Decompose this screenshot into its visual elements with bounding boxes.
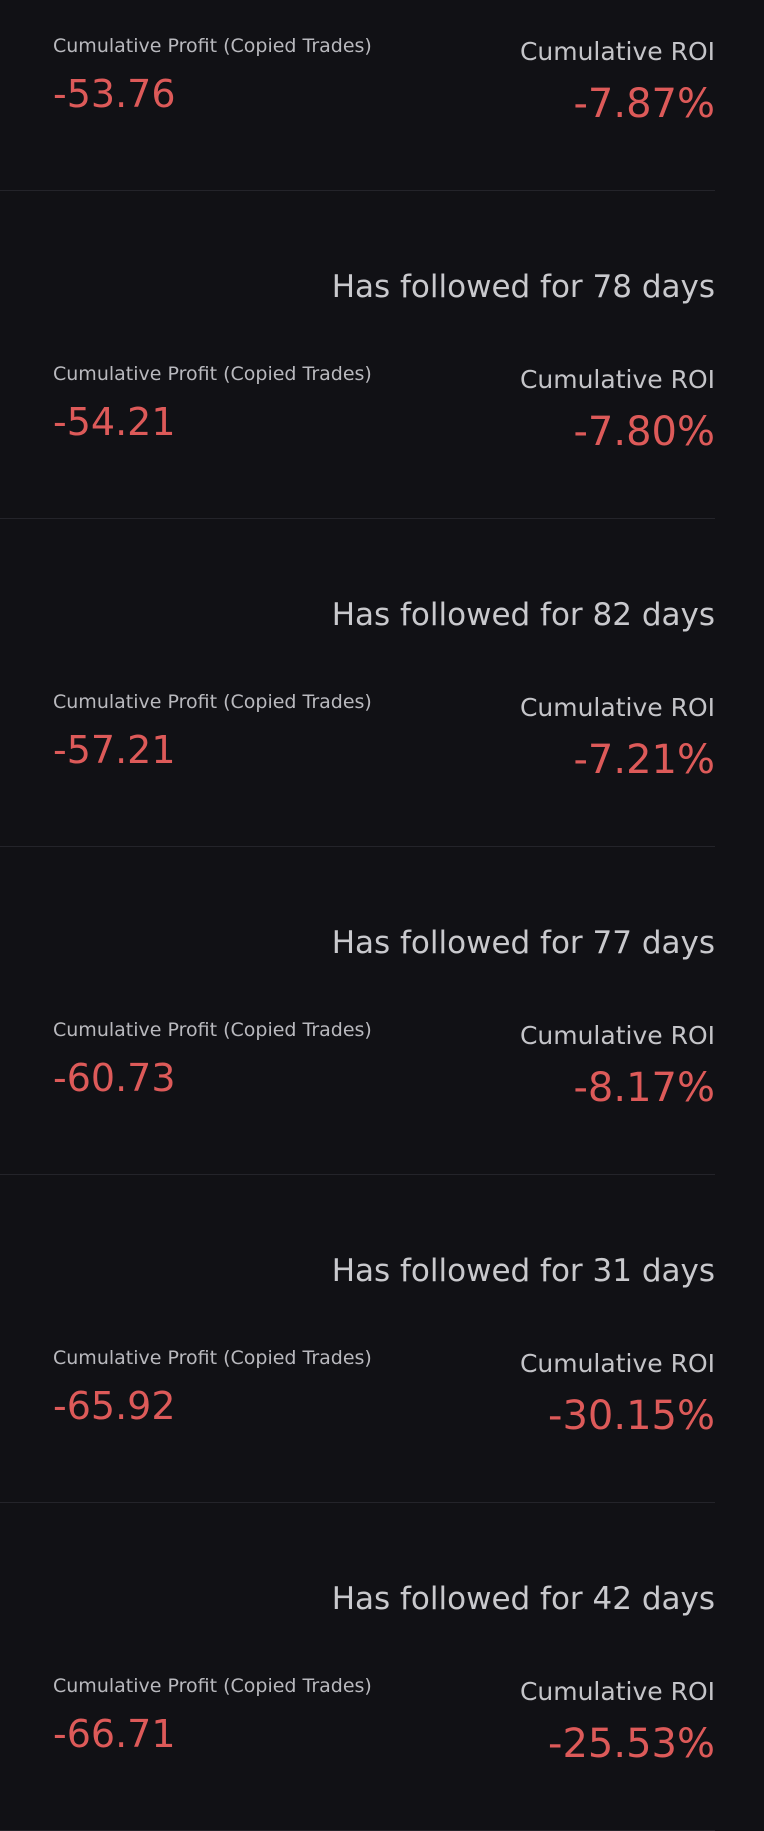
cumulative-roi-label: Cumulative ROI xyxy=(519,37,715,66)
cumulative-roi-label: Cumulative ROI xyxy=(519,693,715,722)
cumulative-profit-value: -53.76 xyxy=(53,72,176,116)
copy-trade-card[interactable]: Has followed for 78 days Cumulative Prof… xyxy=(0,191,715,519)
followed-duration: Has followed for 77 days xyxy=(331,925,715,961)
cumulative-profit-value: -65.92 xyxy=(53,1384,176,1428)
followed-duration: Has followed for 31 days xyxy=(331,1253,715,1289)
followed-duration: Has followed for 82 days xyxy=(331,597,715,633)
copy-trade-card[interactable]: Cumulative Profit (Copied Trades) -53.76… xyxy=(0,0,715,191)
copy-trade-card[interactable]: Has followed for 77 days Cumulative Prof… xyxy=(0,847,715,1175)
cumulative-profit-value: -60.73 xyxy=(53,1056,176,1100)
cumulative-profit-label: Cumulative Profit (Copied Trades) xyxy=(53,691,372,713)
cumulative-roi-value: -7.87% xyxy=(573,81,715,127)
copy-trade-card[interactable]: Has followed for 82 days Cumulative Prof… xyxy=(0,519,715,847)
cumulative-profit-value: -57.21 xyxy=(53,728,176,772)
cumulative-roi-value: -7.21% xyxy=(573,737,715,783)
cumulative-roi-value: -30.15% xyxy=(548,1393,715,1439)
cumulative-roi-value: -25.53% xyxy=(548,1721,715,1767)
cumulative-roi-label: Cumulative ROI xyxy=(519,365,715,394)
cumulative-profit-value: -54.21 xyxy=(53,400,176,444)
cumulative-roi-label: Cumulative ROI xyxy=(519,1349,715,1378)
cumulative-profit-label: Cumulative Profit (Copied Trades) xyxy=(53,35,372,57)
cumulative-roi-value: -8.17% xyxy=(573,1065,715,1111)
followed-duration: Has followed for 78 days xyxy=(331,269,715,305)
cumulative-profit-label: Cumulative Profit (Copied Trades) xyxy=(53,1347,372,1369)
copy-trade-card[interactable]: Has followed for 42 days Cumulative Prof… xyxy=(0,1503,715,1831)
cumulative-profit-value: -66.71 xyxy=(53,1712,176,1756)
copy-trade-card[interactable]: Has followed for 31 days Cumulative Prof… xyxy=(0,1175,715,1503)
followed-duration: Has followed for 42 days xyxy=(331,1581,715,1617)
cumulative-roi-value: -7.80% xyxy=(573,409,715,455)
cumulative-profit-label: Cumulative Profit (Copied Trades) xyxy=(53,363,372,385)
cumulative-profit-label: Cumulative Profit (Copied Trades) xyxy=(53,1019,372,1041)
cumulative-profit-label: Cumulative Profit (Copied Trades) xyxy=(53,1675,372,1697)
cumulative-roi-label: Cumulative ROI xyxy=(519,1021,715,1050)
cumulative-roi-label: Cumulative ROI xyxy=(519,1677,715,1706)
